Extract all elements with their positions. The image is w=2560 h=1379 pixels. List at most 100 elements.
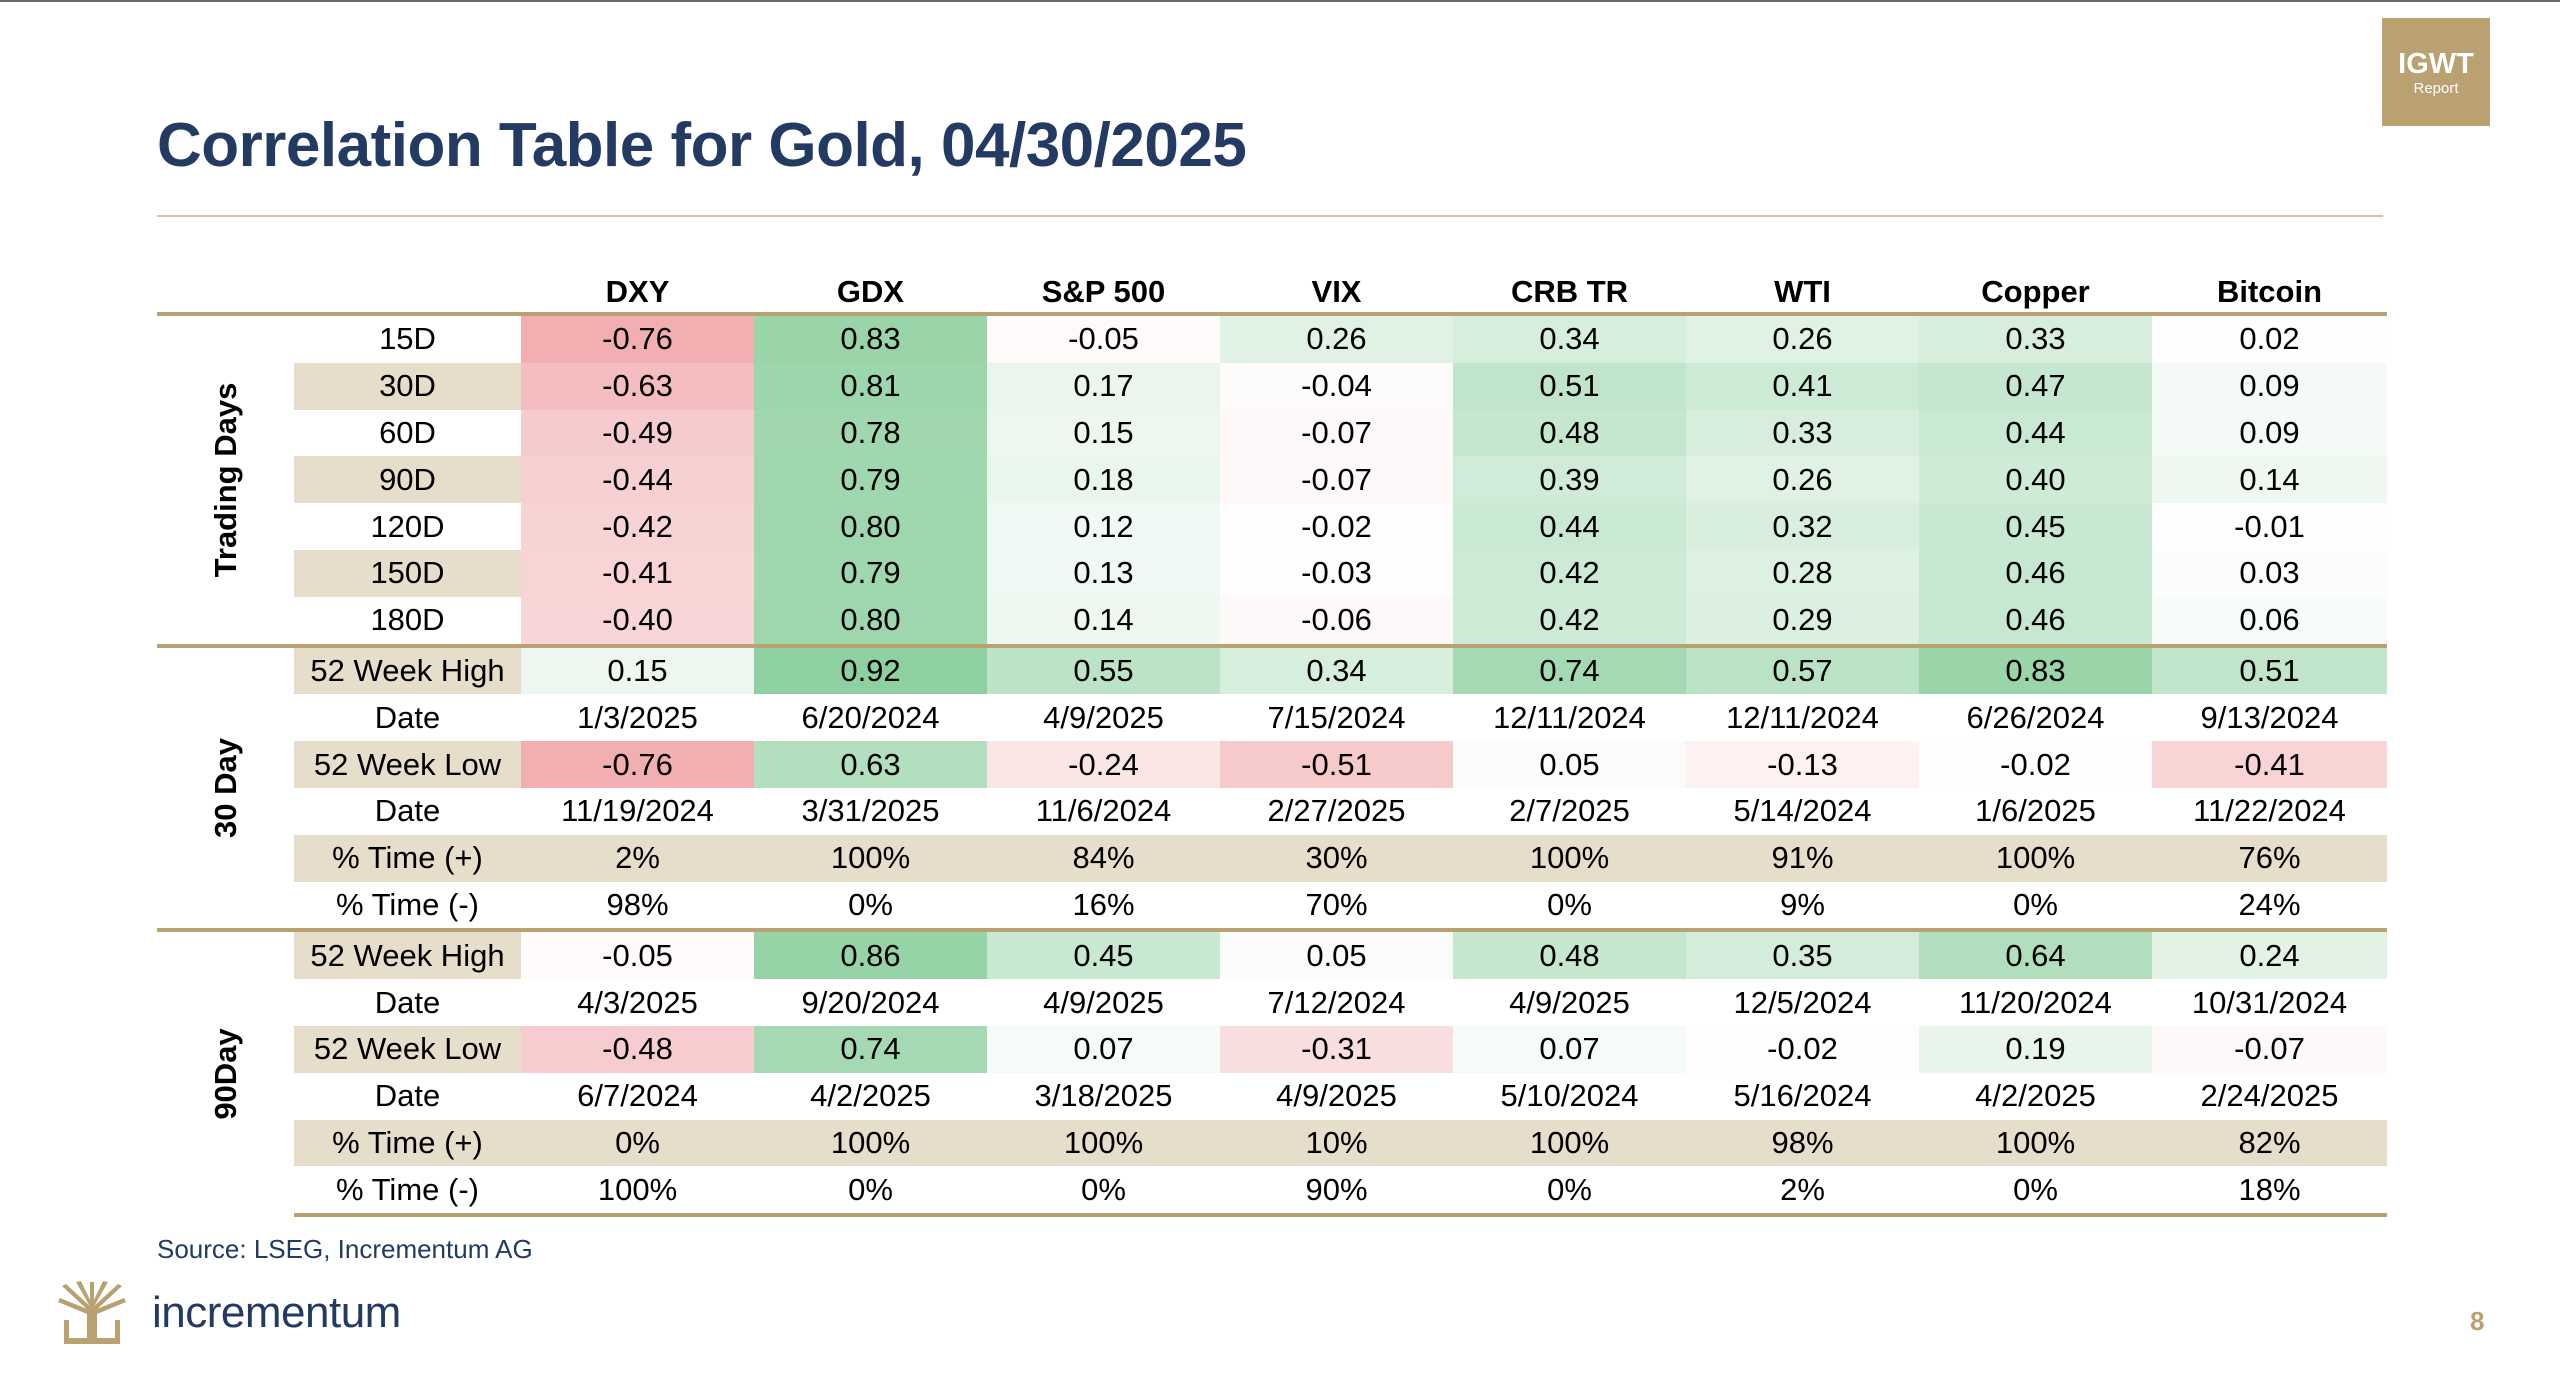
row-label: 30D [294,362,521,410]
table-cell: -0.03 [1220,549,1453,597]
table-cell: 100% [754,1119,987,1167]
table-cell: 12/11/2024 [1493,699,1646,735]
table-cell: 0.07 [987,1025,1220,1073]
correlation-table: DXY GDX S&P 500 VIX CRB TR WTI Copper Bitcoin T… [157,266,2387,1218]
table-cell: 0.51 [2152,643,2387,695]
table-cell: 100% [987,1119,1220,1167]
table-cell: -0.07 [2152,1025,2387,1073]
table-cell: -0.41 [521,549,754,597]
table-cell: 98% [1686,1119,1919,1167]
table-cell: -0.05 [521,928,754,980]
table-cell: 0.74 [1453,643,1686,695]
table-cell: 0.12 [987,503,1220,550]
column-header: DXY [605,274,670,309]
table-cell: 0.33 [1686,409,1919,457]
table-cell: 6/20/2024 [801,699,940,735]
table-cell: -0.05 [987,314,1220,363]
table-cell: -0.02 [1686,1025,1919,1073]
column-header: Copper [1981,274,2090,309]
table-cell: 0.46 [1919,596,2152,646]
table-cell: 0.15 [521,643,754,695]
table-cell: 0.40 [1919,456,2152,504]
table-row: Date 6/7/2024 4/2/2025 3/18/2025 4/9/2025 5/1… [157,1073,2387,1120]
table-cell: 76% [2152,834,2387,882]
group-label-text: Trading Days [207,382,243,578]
table-cell: 0.80 [754,503,987,550]
table-cell: 10% [1220,1119,1453,1167]
table-cell: -0.42 [521,503,754,550]
table-cell: 6/7/2024 [577,1078,698,1114]
table-cell: 0.48 [1453,928,1686,980]
table-cell: 0.34 [1220,643,1453,695]
group-label: Trading Days [157,314,294,646]
badge-subtitle: Report [2413,80,2459,97]
table-cell: 11/20/2024 [1959,984,2112,1020]
table-cell: 0.45 [1919,503,2152,550]
table-cell: 0.35 [1686,928,1919,980]
table-cell: 18% [2152,1166,2387,1218]
row-label: 52 Week Low [294,1025,521,1073]
table-cell: 0.92 [754,643,987,695]
table-cell: 7/15/2024 [1267,699,1406,735]
table-row: 52 Week Low -0.76 0.63 -0.24 -0.51 0.05 -0.13-… [157,741,2387,788]
table-cell: 0.14 [2152,456,2387,504]
table-row: 150D -0.41 0.79 0.13 -0.03 0.42 0.28 0.46 0.03 [157,549,2387,597]
table-cell: 82% [2152,1119,2387,1167]
table-row: Date 4/3/2025 9/20/2024 4/9/2025 7/12/2024 4/… [157,979,2387,1026]
table-cell: 7/12/2024 [1267,984,1406,1020]
group-label: 30 Day [157,643,294,931]
table-row: % Time (+) 0% 100% 100% 10% 100% 98% 100% 82% [157,1119,2387,1167]
table-cell: 12/11/2024 [1726,699,1879,735]
table-row: 120D -0.42 0.80 0.12 -0.02 0.44 0.32 0.45 -0.01 [157,503,2387,550]
table-cell: 100% [1919,834,2152,882]
table-cell: 24% [2238,886,2301,922]
page-title: Correlation Table for Gold, 04/30/2025 [157,111,1247,180]
table-cell: 0.42 [1453,596,1686,646]
row-label: 90D [294,456,521,504]
table-row: 52 Week Low -0.48 0.74 0.07 -0.31 0.07 -0.02 0.… [157,1025,2387,1073]
table-cell: -0.41 [2152,741,2387,788]
table-cell: 9/20/2024 [801,984,940,1020]
group-label-text: 30 Day [207,737,243,838]
table-cell: 0.29 [1686,596,1919,646]
table-cell: 0.05 [1220,928,1453,980]
table-cell: 4/9/2025 [1276,1078,1397,1114]
row-label: 120D [370,508,445,544]
table-cell: 0.13 [987,549,1220,597]
table-cell: -0.76 [521,741,754,788]
table-cell: 0.14 [987,596,1220,646]
table-cell: 0% [2013,886,2058,922]
column-header: WTI [1774,274,1831,309]
table-row: % Time (+) 2% 100% 84% 30% 100% 91% 100% 76% [157,834,2387,882]
table-cell: 2% [1686,1166,1919,1218]
table-cell: 0.83 [754,314,987,363]
row-label: Date [374,793,441,829]
table-group: 90Day 52 Week High -0.05 0.86 0.45 0.05 0.48 0.… [157,928,2387,1218]
row-label: 150D [294,549,521,597]
row-label: 15D [379,321,436,357]
table-row: Date 1/3/2025 6/20/2024 4/9/2025 7/15/2024 12… [157,694,2387,741]
table-row: 90Day 52 Week High -0.05 0.86 0.45 0.05 0.48 0.… [157,928,2387,1216]
table-cell: 0.33 [1919,314,2152,363]
row-label: % Time (-) [294,1166,521,1218]
table-group: Trading Days 15D -0.76 0.83 -0.05 0.26 0.34 0.2… [157,314,2387,646]
table-cell: -0.31 [1220,1025,1453,1073]
table-cell: -0.07 [1220,409,1453,457]
table-cell: 0.63 [754,741,987,788]
table-row: 60D -0.49 0.78 0.15 -0.07 0.48 0.33 0.44 0.09 [157,409,2387,457]
table-cell: 0.44 [1919,409,2152,457]
table-cell: -0.07 [1220,456,1453,504]
table-cell: 2% [521,834,754,882]
table-cell: 5/14/2024 [1733,793,1872,829]
table-cell: 0.78 [754,409,987,457]
table-cell: 70% [1305,886,1368,922]
table-cell: 6/26/2024 [1966,699,2105,735]
table-cell: 16% [1072,886,1135,922]
igwt-report-badge: IGWT Report [2382,18,2490,126]
row-label: % Time (-) [336,886,479,922]
table-cell: 2/27/2025 [1267,793,1406,829]
table-cell: 84% [987,834,1220,882]
table-cell: 0.05 [1453,741,1686,788]
table-cell: 0.47 [1919,362,2152,410]
table-cell: 0.26 [1686,456,1919,504]
